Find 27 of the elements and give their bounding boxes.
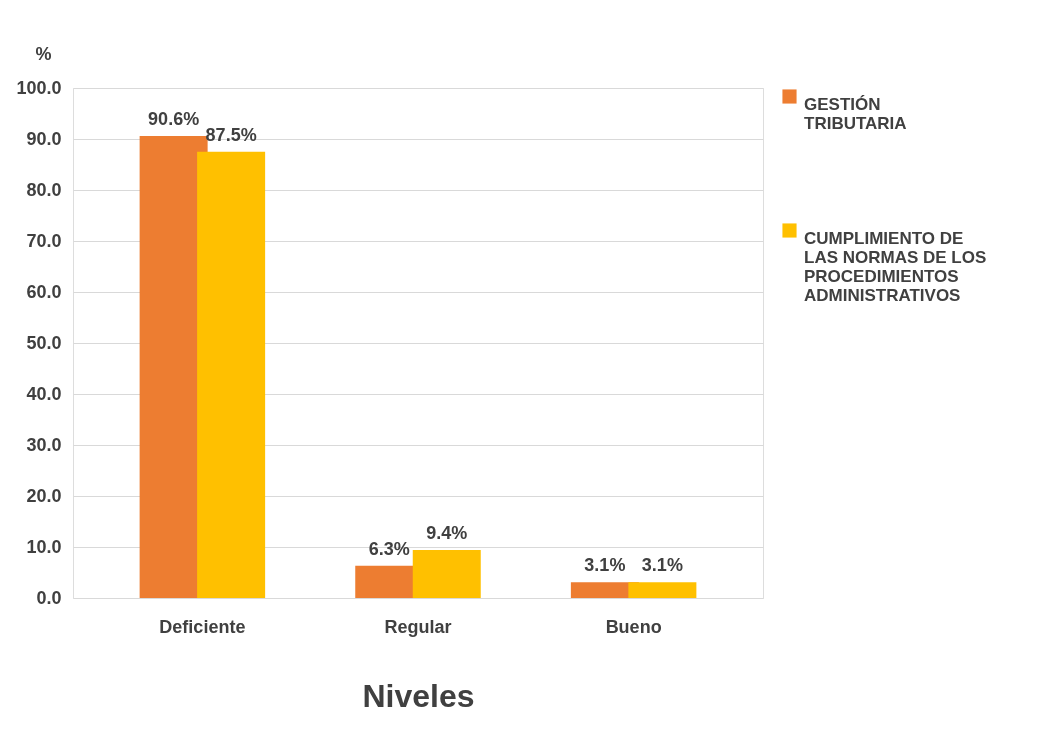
x-tick-label: Deficiente — [159, 616, 246, 637]
y-tick-label: 80.0 — [26, 179, 62, 200]
bar — [197, 151, 266, 598]
bar — [628, 582, 697, 598]
data-label: 9.4% — [426, 523, 468, 544]
x-tick-label: Bueno — [605, 616, 662, 637]
y-tick-label: 30.0 — [26, 434, 62, 455]
y-tick-label: 10.0 — [26, 536, 62, 557]
y-tick-label: 60.0 — [26, 281, 62, 302]
y-tick-label: 100.0 — [16, 77, 62, 98]
bar — [412, 550, 481, 598]
x-axis-title: Niveles — [362, 677, 475, 714]
legend-label: GESTIÓN TRIBUTARIA — [804, 94, 907, 133]
y-tick-label: 70.0 — [26, 230, 62, 251]
data-label: 90.6% — [148, 108, 200, 129]
y-tick-label: 90.0 — [26, 128, 62, 149]
y-tick-label: 40.0 — [26, 383, 62, 404]
data-label: 6.3% — [368, 538, 410, 559]
y-tick-label: 0.0 — [36, 587, 62, 608]
x-tick-label: Regular — [384, 616, 452, 637]
y-tick-label: 20.0 — [26, 485, 62, 506]
data-label: 3.1% — [584, 555, 626, 576]
legend-label: CUMPLIMIENTO DE LAS NORMAS DE LOS PROCEDIMIENTOS ADMINISTRATIVOS — [804, 228, 987, 305]
data-label: 3.1% — [641, 555, 683, 576]
y-axis-title: % — [35, 43, 52, 64]
y-tick-label: 50.0 — [26, 332, 62, 353]
data-label: 87.5% — [205, 124, 257, 145]
